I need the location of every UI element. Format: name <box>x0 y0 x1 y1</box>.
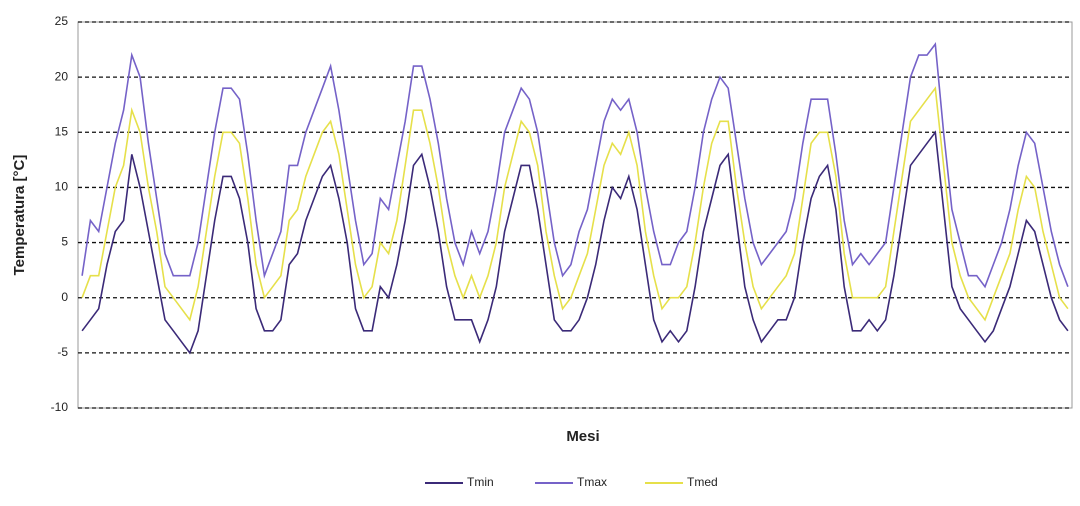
series-line <box>81 41 1069 289</box>
x-axis-title: Mesi <box>566 428 599 445</box>
y-tick-label: 25 <box>55 14 69 28</box>
y-tick-label: 20 <box>55 69 69 83</box>
y-axis-title: Temperatura [°C] <box>11 155 28 276</box>
y-tick-label: 5 <box>61 235 68 249</box>
y-tick-label: 15 <box>55 124 69 138</box>
legend-label: Tmed <box>687 475 718 489</box>
y-tick-label: -10 <box>51 400 69 414</box>
legend-label: Tmin <box>467 475 494 489</box>
legend-label: Tmax <box>577 475 607 489</box>
y-tick-label: -5 <box>57 345 68 359</box>
y-tick-label: 10 <box>55 180 69 194</box>
series-line <box>81 86 1069 322</box>
plot-area <box>77 21 1073 409</box>
series-line <box>81 130 1069 355</box>
y-tick-label: 0 <box>61 290 68 304</box>
